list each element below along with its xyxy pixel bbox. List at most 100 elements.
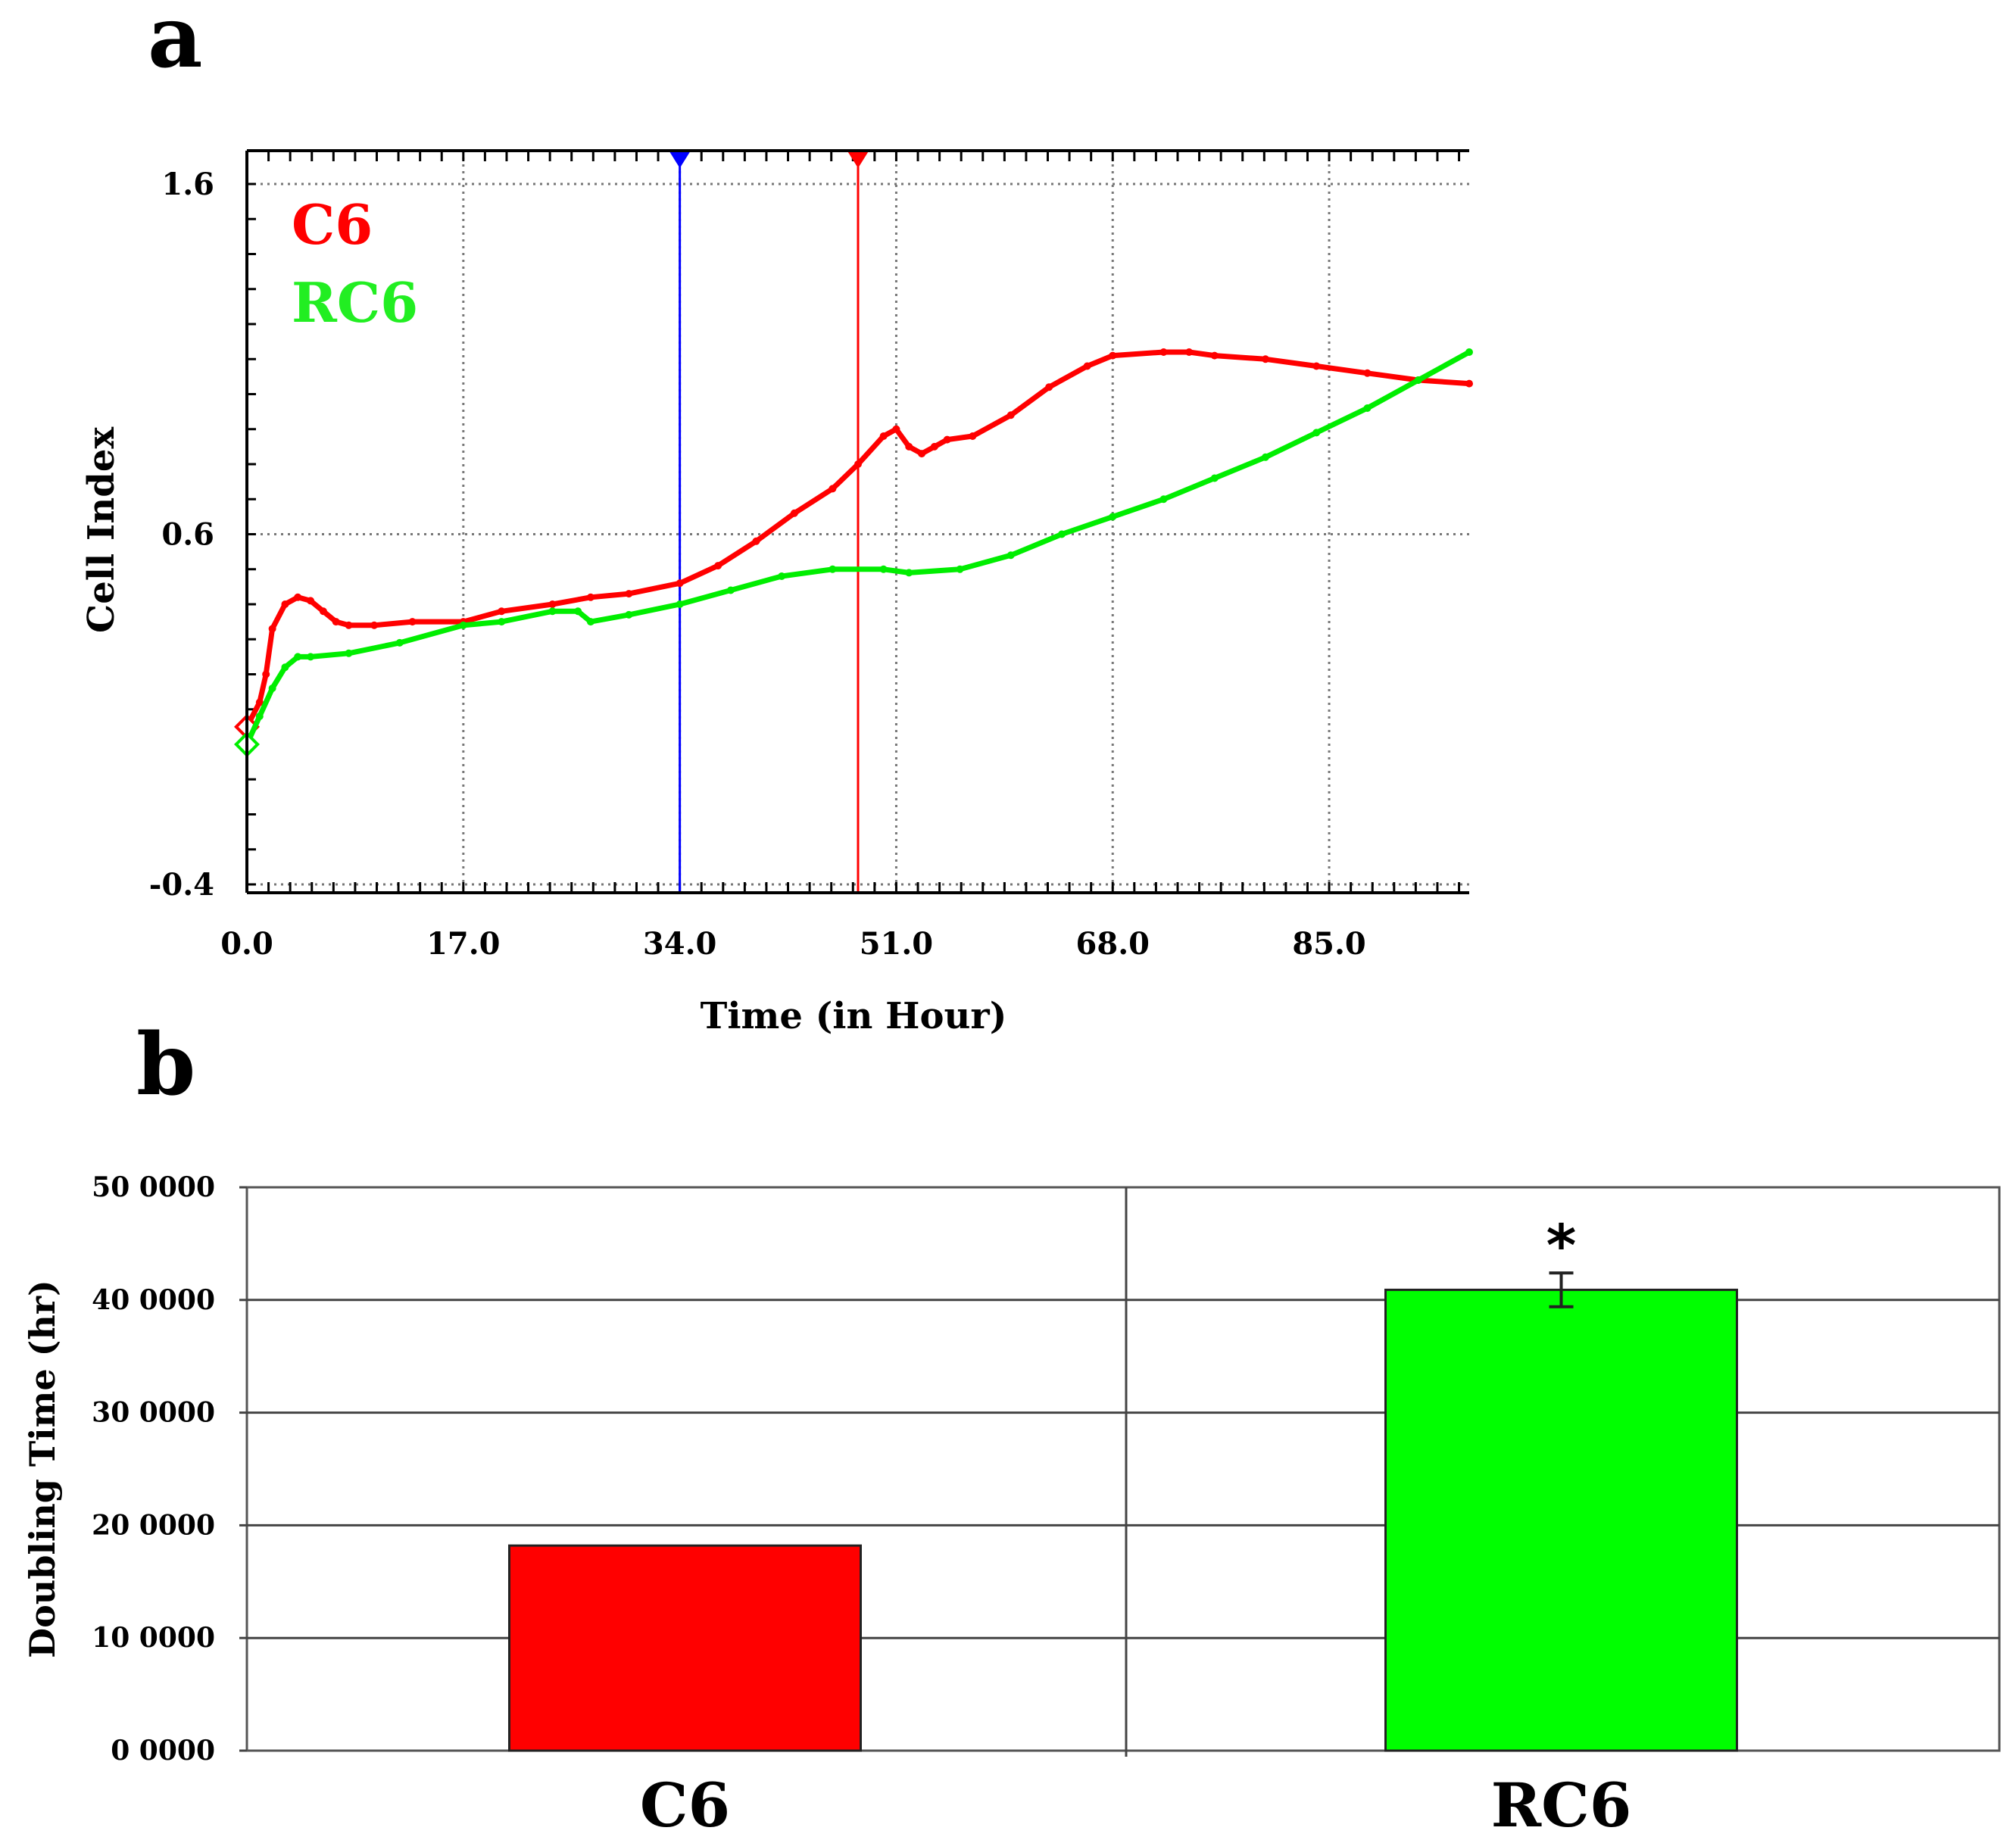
x-tick-label-a: 68.0 [1076, 926, 1150, 962]
data-point-rc6 [307, 653, 315, 661]
data-point-c6 [854, 460, 862, 468]
data-point-c6 [345, 621, 353, 629]
x-tick-label-a: 0.0 [220, 926, 273, 962]
data-point-rc6 [281, 663, 289, 672]
data-point-rc6 [586, 618, 595, 626]
data-point-c6 [1006, 411, 1015, 419]
data-point-rc6 [574, 607, 582, 616]
x-tick-label-a: 34.0 [643, 926, 716, 962]
data-point-rc6 [1210, 474, 1219, 482]
data-point-rc6 [879, 565, 888, 573]
tick-labels-a: 0.0 17.0 34.0 51.0 68.0 85.0 -0.4 0.6 1.6 [149, 167, 1366, 962]
data-point-rc6 [1465, 348, 1473, 356]
data-point-c6 [930, 442, 938, 451]
x-tick-label-a: 85.0 [1292, 926, 1365, 962]
data-point-c6 [319, 607, 327, 616]
data-point-c6 [918, 450, 926, 458]
data-point-c6 [498, 607, 506, 616]
y-tick-label-b: 10 0000 [92, 1622, 215, 1654]
y-tick-label-b: 50 0000 [92, 1171, 215, 1203]
bar-c6 [508, 1544, 862, 1752]
data-point-rc6 [268, 685, 276, 692]
data-point-c6 [332, 618, 340, 626]
x-tick-label-a: 51.0 [860, 926, 933, 962]
time-markers [668, 150, 869, 893]
x-tick-label-a: 17.0 [426, 926, 500, 962]
time-marker-triangle [847, 150, 869, 168]
y-tick-label-b: 20 0000 [92, 1509, 215, 1541]
data-point-c6 [1159, 348, 1168, 356]
category-label-rc6: RC6 [1491, 1770, 1632, 1840]
data-point-rc6 [498, 618, 506, 626]
data-point-c6 [586, 593, 595, 601]
category-label-c6: C6 [640, 1770, 730, 1840]
data-point-rc6 [956, 565, 964, 573]
data-point-c6 [752, 537, 760, 545]
data-point-c6 [714, 562, 722, 570]
panel-b-label: b [136, 1015, 195, 1115]
y-tick-label-a: 1.6 [161, 167, 214, 202]
y-axis-title-b: Doubling Time (hr) [22, 1280, 63, 1658]
data-point-rc6 [676, 600, 684, 608]
data-point-rc6 [1312, 429, 1321, 437]
data-point-c6 [969, 432, 977, 440]
data-point-c6 [905, 442, 913, 451]
bar-rc6 [1384, 1288, 1738, 1752]
y-tick-label-b: 40 0000 [92, 1284, 215, 1316]
data-point-c6 [790, 509, 798, 517]
data-point-c6 [1109, 351, 1117, 360]
data-point-rc6 [459, 621, 467, 629]
data-point-c6 [1210, 351, 1219, 360]
data-point-c6 [1045, 383, 1053, 391]
data-point-rc6 [905, 569, 913, 577]
data-point-rc6 [1414, 376, 1422, 384]
data-point-c6 [548, 600, 557, 608]
data-point-rc6 [255, 713, 264, 720]
data-point-rc6 [1262, 453, 1269, 461]
data-point-c6 [943, 435, 951, 444]
data-point-rc6 [345, 649, 353, 657]
cell-index-chart: 0.0 17.0 34.0 51.0 68.0 85.0 -0.4 0.6 1.6 Time (… [80, 149, 1473, 1037]
data-point-c6 [676, 579, 684, 588]
data-point-c6 [1185, 348, 1194, 356]
data-point-c6 [370, 621, 379, 629]
legend-rc6: RC6 [292, 270, 418, 335]
bars-b: C6 RC6 * [508, 1212, 1738, 1840]
significance-marker: * [1546, 1212, 1577, 1279]
x-axis-title-a: Time (in Hour) [701, 995, 1007, 1037]
y-tick-label-b: 30 0000 [92, 1397, 215, 1429]
data-point-c6 [262, 670, 270, 678]
data-point-c6 [408, 618, 417, 626]
data-point-c6 [892, 425, 900, 433]
doubling-time-chart: C6 RC6 * 0 0000 10 0000 20 0000 30 0000 40 000… [22, 1171, 2001, 1840]
data-point-c6 [307, 597, 315, 605]
data-point-rc6 [1109, 513, 1117, 521]
data-point-rc6 [1159, 495, 1168, 504]
data-point-rc6 [1058, 530, 1066, 538]
data-point-c6 [879, 432, 888, 440]
data-point-c6 [829, 485, 837, 493]
data-point-rc6 [1363, 404, 1372, 412]
data-point-c6 [255, 698, 264, 706]
data-point-c6 [1363, 369, 1372, 377]
panel-a-label: a [148, 0, 203, 87]
data-point-c6 [1312, 362, 1321, 370]
data-point-c6 [1083, 362, 1091, 370]
data-point-rc6 [395, 638, 404, 647]
data-point-c6 [281, 600, 289, 608]
data-point-c6 [268, 625, 276, 633]
legend-c6: C6 [292, 192, 373, 257]
y-tick-label-a: -0.4 [149, 867, 214, 903]
data-point-rc6 [726, 586, 735, 594]
data-point-c6 [1262, 355, 1269, 363]
data-point-rc6 [625, 610, 633, 619]
y-tick-label-a: 0.6 [161, 517, 214, 553]
data-point-rc6 [778, 572, 786, 580]
data-point-rc6 [294, 653, 302, 661]
y-axis-title-a: Cell Index [80, 427, 123, 633]
data-point-c6 [294, 593, 302, 601]
data-point-c6 [1465, 379, 1473, 388]
data-point-rc6 [1006, 551, 1015, 560]
data-point-rc6 [829, 565, 837, 573]
